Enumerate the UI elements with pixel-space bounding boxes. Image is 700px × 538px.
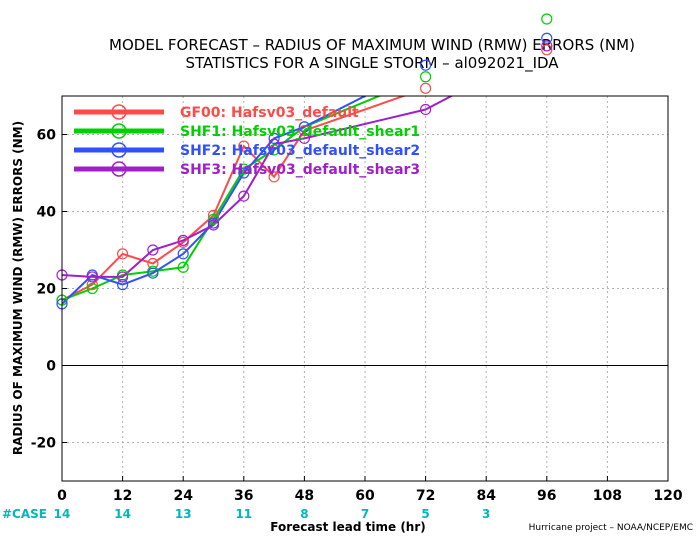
series-line-3 bbox=[62, 96, 454, 278]
case-count-row: #CASE 14 14 13 11 8 7 5 3 bbox=[2, 507, 490, 521]
data-point bbox=[298, 132, 310, 144]
data-point bbox=[177, 234, 189, 246]
series-layer bbox=[56, 13, 553, 310]
case-count: 8 bbox=[300, 507, 308, 521]
series-line-1 bbox=[62, 96, 382, 302]
x-tick-label: 60 bbox=[355, 488, 375, 504]
data-point bbox=[268, 171, 280, 183]
case-count: 3 bbox=[482, 507, 490, 521]
data-point bbox=[268, 132, 280, 144]
data-point bbox=[298, 125, 310, 137]
grid-lines bbox=[62, 96, 668, 481]
data-point bbox=[207, 219, 220, 231]
data-point bbox=[116, 279, 129, 291]
data-point bbox=[268, 138, 280, 150]
y-tick-label: -20 bbox=[31, 436, 57, 452]
x-tick-label: 24 bbox=[173, 488, 193, 504]
data-point bbox=[238, 163, 250, 175]
case-count: 11 bbox=[235, 507, 252, 521]
legend-marker-2 bbox=[111, 142, 127, 158]
x-tick-label: 36 bbox=[234, 488, 253, 504]
case-label: #CASE bbox=[2, 507, 47, 521]
data-point bbox=[541, 32, 553, 44]
data-point bbox=[541, 44, 553, 56]
data-point bbox=[541, 40, 553, 52]
y-tick-label: 60 bbox=[37, 128, 57, 144]
data-point bbox=[420, 59, 432, 71]
data-point bbox=[541, 13, 553, 25]
data-point bbox=[86, 271, 98, 283]
y-axis-label: RADIUS OF MAXIMUM WIND (RMW) ERRORS (NM) bbox=[11, 121, 25, 455]
data-point bbox=[298, 121, 310, 133]
case-count: 7 bbox=[361, 507, 369, 521]
x-tick-label: 48 bbox=[295, 488, 314, 504]
x-axis-label: Forecast lead time (hr) bbox=[270, 520, 426, 534]
data-point bbox=[116, 248, 129, 260]
case-count: 5 bbox=[421, 507, 429, 521]
case-count: 14 bbox=[114, 507, 131, 521]
x-tick-label: 12 bbox=[113, 488, 132, 504]
legend-marker-1 bbox=[111, 123, 127, 139]
series-line-0 bbox=[62, 96, 407, 301]
legend-marker-3 bbox=[111, 161, 127, 177]
legend-label-3: SHF3: Hafsv03_default_shear3 bbox=[180, 162, 420, 178]
x-tick-label: 0 bbox=[57, 488, 67, 504]
data-point bbox=[420, 71, 432, 83]
x-tick-label: 84 bbox=[476, 488, 496, 504]
chart-title: MODEL FORECAST – RADIUS OF MAXIMUM WIND … bbox=[109, 36, 635, 54]
series-lines bbox=[62, 96, 454, 305]
data-point bbox=[177, 261, 189, 273]
legend-label-0: GF00: Hafsv03_default bbox=[180, 105, 359, 121]
x-tick-label: 108 bbox=[593, 488, 622, 504]
data-point bbox=[86, 282, 98, 295]
case-count: 14 bbox=[54, 507, 71, 521]
x-tick-label: 72 bbox=[416, 488, 435, 504]
data-point bbox=[420, 82, 432, 94]
data-point bbox=[207, 213, 220, 225]
data-point bbox=[238, 190, 250, 202]
credit-text: Hurricane project – NOAA/NCEP/EMC bbox=[529, 523, 693, 533]
x-tick-label: 120 bbox=[653, 488, 682, 504]
data-point bbox=[238, 140, 250, 152]
data-point bbox=[177, 248, 189, 260]
data-point bbox=[420, 103, 432, 116]
data-point bbox=[238, 167, 250, 179]
x-tick-label: 96 bbox=[537, 488, 556, 504]
legend-label-1: SHF1: Hafsv03_default_shear1 bbox=[180, 124, 420, 140]
series-markers bbox=[56, 13, 553, 310]
y-tick-label: 40 bbox=[37, 205, 57, 221]
legend-label-2: SHF2: Hafsv03_default_shear2 bbox=[180, 143, 420, 159]
axis-ticks: 0 12 24 36 48 60 72 84 96 108 120 -20 0 20 40 60 bbox=[31, 128, 683, 505]
data-point bbox=[116, 271, 129, 283]
legend-marker-0 bbox=[111, 104, 127, 120]
case-count: 13 bbox=[175, 507, 192, 521]
data-point bbox=[147, 244, 159, 256]
data-point bbox=[147, 267, 159, 279]
y-tick-label: 0 bbox=[46, 359, 56, 375]
data-point bbox=[268, 144, 280, 156]
chart-subtitle: STATISTICS FOR A SINGLE STORM – al092021… bbox=[185, 54, 559, 73]
y-tick-label: 20 bbox=[37, 282, 57, 298]
series-line-2 bbox=[62, 96, 368, 305]
legend: GF00: Hafsv03_default SHF1: Hafsv03_defau… bbox=[74, 104, 420, 178]
